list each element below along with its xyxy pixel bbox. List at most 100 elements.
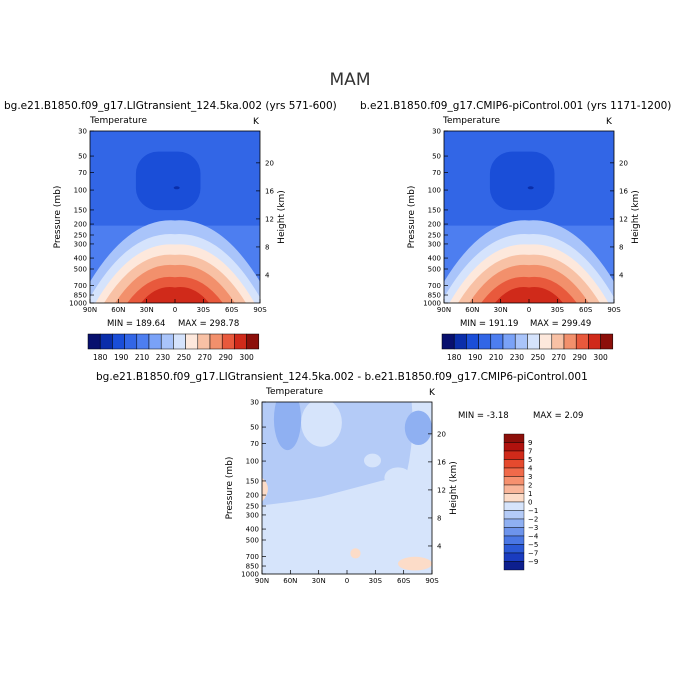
panel1-ytick-label: 1000 <box>69 300 87 308</box>
panel2-colorbar-swatch <box>502 333 516 350</box>
panel3-ytick-label: 50 <box>250 424 259 432</box>
panel1-colorbar-swatch <box>87 333 101 350</box>
panel2-ytick-label: 70 <box>432 169 441 177</box>
panel3-y2tick-label: 12 <box>437 486 446 494</box>
panel2-colorbar-swatch <box>478 333 492 350</box>
panel2-xtick-label: 30S <box>551 306 565 314</box>
panel3-xtick-label: 0 <box>345 577 349 585</box>
panel1-min-label: MIN = 189.64 <box>107 319 166 329</box>
panel1-colorbar-label: 230 <box>156 353 171 362</box>
panel1-xtick-label: 30S <box>197 306 211 314</box>
panel3-colorbar-swatch <box>503 493 525 503</box>
panel2-ylabel: Pressure (mb) <box>407 186 417 249</box>
panel1-colorbar-swatch <box>148 333 162 350</box>
panel3-fill-layer <box>262 402 432 574</box>
panel1-title: bg.e21.B1850.f09_g17.LIGtransient_124.5k… <box>4 100 337 112</box>
panel3-pos-patch <box>350 548 361 559</box>
panel1-colorbar-swatch <box>246 333 260 350</box>
panel3-title: bg.e21.B1850.f09_g17.LIGtransient_124.5k… <box>96 371 588 383</box>
panel2-fill-layer <box>444 131 614 303</box>
panel1-xtick-label: 0 <box>173 306 177 314</box>
panel2-colorbar-label: 210 <box>489 353 504 362</box>
panel2-xtick-label: 30N <box>494 306 508 314</box>
panel3-ytick-label: 300 <box>246 511 259 519</box>
panel1-colorbar-swatch <box>136 333 150 350</box>
panel3-y2tick-label: 16 <box>437 458 446 466</box>
panel3-colorbar-swatch <box>503 527 525 537</box>
panel1-xtick-label: 90S <box>253 306 267 314</box>
panel2-ytick-label: 250 <box>428 232 441 240</box>
panel3-ytick-label: 250 <box>246 503 259 511</box>
panel1-xtick-label: 60S <box>225 306 239 314</box>
panel3-y2tick-label: 4 <box>437 542 442 550</box>
panel2-colorbar-swatch <box>575 333 589 350</box>
panel3-colorbar-label: −3 <box>528 524 538 532</box>
panel1-ytick-label: 150 <box>74 206 87 214</box>
panel1-colorbar-label: 190 <box>114 353 129 362</box>
panel1-colorbar-swatch <box>99 333 113 350</box>
panel2-xtick-label: 90S <box>607 306 621 314</box>
panel2-ytick-label: 700 <box>428 282 441 290</box>
panel1-y2label: Height (km) <box>277 190 287 244</box>
panel3-colorbar-swatch <box>503 433 525 443</box>
panel2-colorbar-swatch <box>441 333 455 350</box>
panel3-colorbar-label: −2 <box>528 516 538 524</box>
panel2-contour-plot: 90N 60N 30N 0 30S 60S 90S 30 50 70 100 150 200 250300… <box>407 128 641 315</box>
panel2-ytick-label: 400 <box>428 255 441 263</box>
panel3-ytick-label: 200 <box>246 492 259 500</box>
panel3-colorbar-swatch <box>503 484 525 494</box>
panel3-colorbar-label: 0 <box>528 499 532 507</box>
panel1-ytick-label: 250 <box>74 232 87 240</box>
panel1-ytick-label: 300 <box>74 240 87 248</box>
panel3-light-patch <box>301 402 342 447</box>
panel2-ytick-label: 150 <box>428 206 441 214</box>
panel3-colorbar-label: −5 <box>528 541 538 549</box>
panel2-ytick-label: 200 <box>428 221 441 229</box>
panel2-ytick-label: 500 <box>428 266 441 274</box>
panel2-y2tick-label: 16 <box>619 187 628 195</box>
panel2-xtick-label: 60N <box>465 306 479 314</box>
panel3-colorbar-swatch <box>503 442 525 452</box>
panel3-contour-plot: 90N 60N 30N 0 30S 60S 90S 30 50 70 100 150 200 250300… <box>225 399 459 586</box>
panel2-colorbar-swatch <box>514 333 528 350</box>
panel2-y2label: Height (km) <box>631 190 641 244</box>
panel2-colorbar-swatch <box>551 333 565 350</box>
panel3-colorbar-label: −4 <box>528 533 539 541</box>
panel3-unit-label: K <box>429 388 435 398</box>
panel1-contour-plot: 90N 60N 30N 0 30S 60S 90S 30 50 70 100 150 200 250300… <box>53 128 287 315</box>
panel2-colorbar-label: 290 <box>573 353 588 362</box>
panel1-y2tick-label: 4 <box>265 271 270 279</box>
panel1-colorbar-swatch <box>234 333 247 350</box>
panel1-colorbar-swatch <box>112 333 125 350</box>
panel3-ytick-label: 30 <box>250 399 259 407</box>
panel1-ytick-label: 500 <box>74 266 87 274</box>
panel3-colorbar-label: 7 <box>528 448 532 456</box>
panel3-max-label: MAX = 2.09 <box>533 411 584 421</box>
panel3-colorbar-swatch <box>503 561 525 571</box>
panel3-ytick-label: 1000 <box>241 571 259 579</box>
panel2-colorbar-swatch <box>453 333 467 350</box>
panel1-y2tick-label: 8 <box>265 243 269 251</box>
panel3-xtick-label: 30S <box>369 577 383 585</box>
panel3-xtick-label: 30N <box>312 577 326 585</box>
panel1-colorbar-swatch <box>209 333 223 350</box>
panel1-colorbar-label: 270 <box>198 353 213 362</box>
panel3-xtick-label: 90S <box>425 577 439 585</box>
panel1-colorbar-swatch <box>221 333 235 350</box>
panel2-title: b.e21.B1850.f09_g17.CMIP6-piControl.001 … <box>360 100 672 112</box>
panel1-colorbar-label: 300 <box>239 353 254 362</box>
panel1-y2tick-label: 16 <box>265 187 274 195</box>
panel3-y2label: Height (km) <box>449 461 459 515</box>
panel1-fill-layer <box>90 131 260 303</box>
panel3-xtick-label: 90N <box>255 577 269 585</box>
panel3-colorbar-swatch <box>503 535 525 545</box>
panel1-ytick-label: 70 <box>78 169 87 177</box>
panel3-pos-patch <box>262 477 268 502</box>
panel1-ytick-label: 50 <box>78 153 87 161</box>
panel3-colorbar-label: 4 <box>528 465 533 473</box>
panel1-max-label: MAX = 298.78 <box>178 319 240 329</box>
panel3-colorbar-swatch <box>503 450 525 460</box>
panel1-ytick-label: 30 <box>78 128 87 136</box>
panel3-light-patch <box>384 467 412 488</box>
panel3-y2tick-label: 8 <box>437 514 441 522</box>
